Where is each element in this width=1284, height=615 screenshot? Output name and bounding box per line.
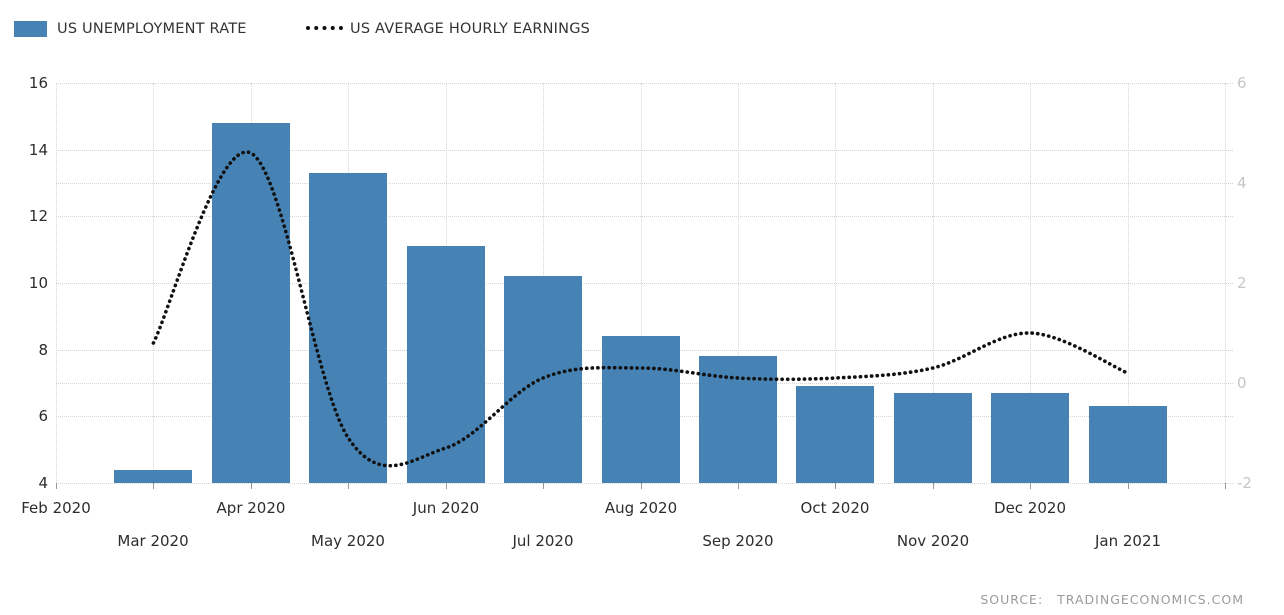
x-axis-tick: [446, 483, 447, 489]
x-axis-tick: [348, 483, 349, 489]
x-axis-tick: [641, 483, 642, 489]
gridline-vertical: [153, 83, 154, 483]
y-axis-left-tick-label: 8: [38, 341, 48, 359]
bar-mar-2020: [114, 469, 192, 483]
bar-oct-2020: [796, 386, 874, 483]
y-axis-right-tick-label: 0: [1237, 374, 1247, 392]
bar-nov-2020: [894, 393, 972, 483]
y-axis-left-tick-label: 4: [38, 474, 48, 492]
y-axis-left-tick-label: 6: [38, 407, 48, 425]
y-axis-right-tick-label: 6: [1237, 74, 1247, 92]
gridline-vertical: [1030, 83, 1031, 483]
x-axis-tick: [1030, 483, 1031, 489]
y-axis-left-tick-label: 12: [28, 207, 48, 225]
gridline-horizontal: [56, 150, 1233, 151]
gridline-vertical: [56, 83, 57, 483]
legend-label-unemployment-rate: US UNEMPLOYMENT RATE: [57, 21, 247, 37]
source-attribution: SOURCE: TRADINGECONOMICS.COM: [980, 592, 1244, 607]
legend-label-hourly-earnings: US AVERAGE HOURLY EARNINGS: [350, 21, 591, 37]
dotted-line-swatch-icon: [306, 26, 343, 30]
x-axis-tick: [153, 483, 154, 489]
bar-apr-2020: [212, 123, 290, 483]
gridline-horizontal: [56, 83, 1233, 84]
x-axis-label-dec-2020: Dec 2020: [994, 499, 1066, 517]
gridline-vertical: [835, 83, 836, 483]
gridline-vertical: [641, 83, 642, 483]
bar-series-swatch-icon: [14, 21, 47, 37]
x-axis-tick: [738, 483, 739, 489]
source-link[interactable]: TRADINGECONOMICS.COM: [1057, 592, 1244, 607]
hourly-earnings-line-path: [151, 150, 1130, 468]
x-axis-tick: [1128, 483, 1129, 489]
x-axis-label-may-2020: May 2020: [311, 532, 385, 550]
hourly-earnings-line: [151, 150, 1130, 468]
x-axis-label-apr-2020: Apr 2020: [216, 499, 286, 517]
gridline-vertical: [738, 83, 739, 483]
source-label: SOURCE:: [980, 592, 1044, 607]
x-axis-label-aug-2020: Aug 2020: [604, 499, 678, 517]
bar-dec-2020: [991, 393, 1069, 483]
plot-area: [56, 83, 1233, 489]
gridline-vertical: [1225, 83, 1226, 483]
x-axis-tick: [543, 483, 544, 489]
gridline-horizontal: [56, 183, 1233, 184]
y-axis-right-tick-label: 4: [1237, 174, 1247, 192]
x-axis-tick: [56, 483, 57, 489]
gridline-vertical: [933, 83, 934, 483]
gridline-horizontal: [56, 483, 1233, 484]
x-axis-label-feb-2020: Feb 2020: [21, 499, 91, 517]
gridline-horizontal: [56, 216, 1233, 217]
x-axis-label-oct-2020: Oct 2020: [800, 499, 870, 517]
bar-may-2020: [309, 173, 387, 483]
y-axis-left-tick-label: 14: [28, 141, 48, 159]
x-axis-label-jul-2020: Jul 2020: [512, 532, 574, 550]
gridline-vertical: [1128, 83, 1129, 483]
x-axis-label-nov-2020: Nov 2020: [896, 532, 970, 550]
x-axis-tick: [933, 483, 934, 489]
y-axis-left-tick-label: 10: [28, 274, 48, 292]
bar-aug-2020: [602, 336, 680, 483]
x-axis-label-sep-2020: Sep 2020: [702, 532, 774, 550]
x-axis-tick: [835, 483, 836, 489]
y-axis-right-tick-label: -2: [1237, 474, 1252, 492]
x-axis-label-jan-2021: Jan 2021: [1094, 532, 1162, 550]
x-axis-label-mar-2020: Mar 2020: [117, 532, 189, 550]
x-axis-tick: [1225, 483, 1226, 489]
x-axis-label-jun-2020: Jun 2020: [412, 499, 480, 517]
bar-jun-2020: [407, 246, 485, 483]
gridline-horizontal: [56, 283, 1233, 284]
y-axis-right-tick-label: 2: [1237, 274, 1247, 292]
x-axis-tick: [251, 483, 252, 489]
y-axis-left-tick-label: 16: [28, 74, 48, 92]
bar-jan-2021: [1089, 406, 1167, 483]
